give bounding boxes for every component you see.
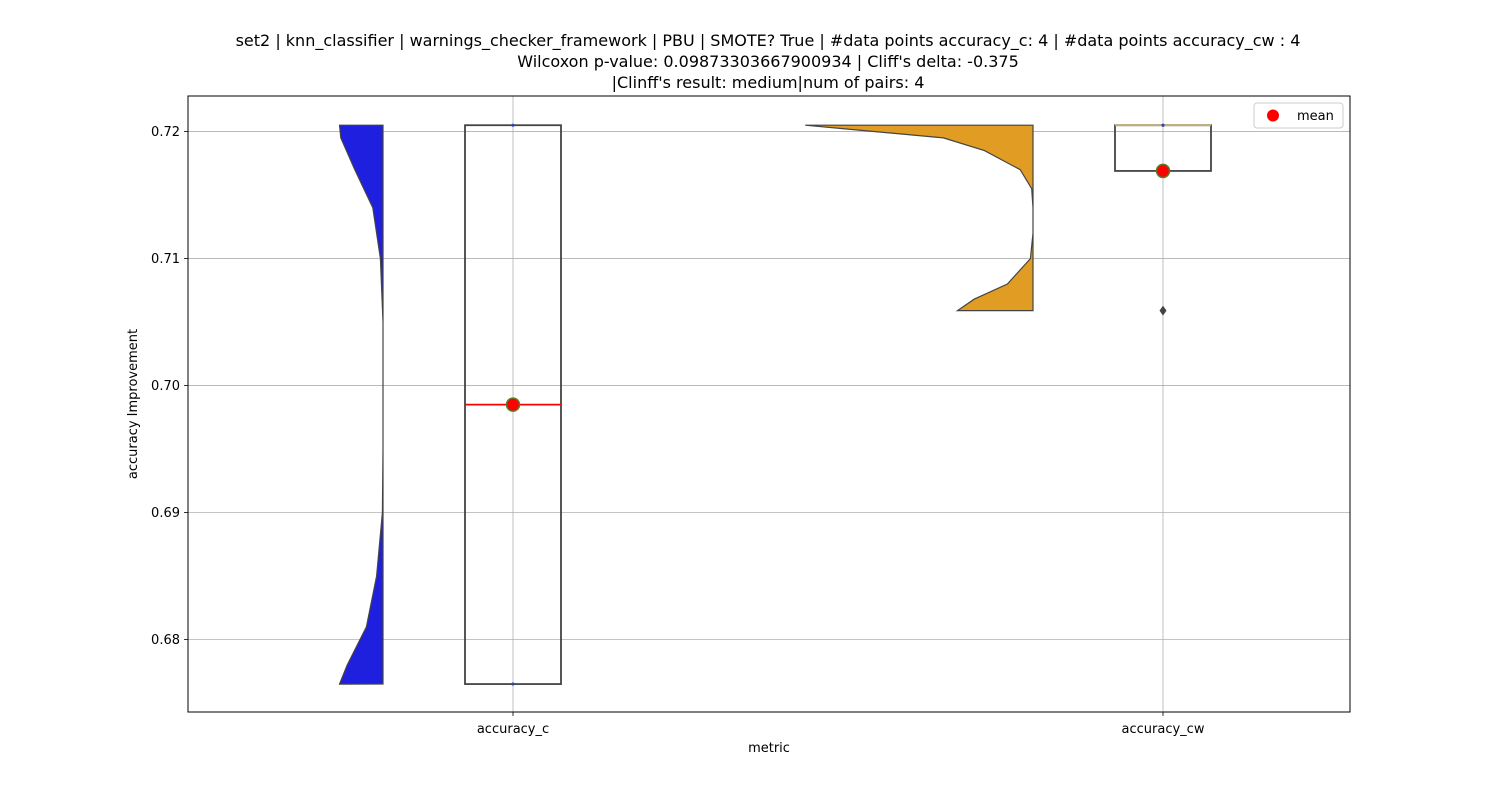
data-point bbox=[511, 123, 515, 127]
ticks: 0.68 0.69 0.70 0.71 0.72 accuracy_c accuracy_c… bbox=[151, 125, 1205, 737]
legend-mean-label: mean bbox=[1297, 109, 1334, 124]
x-axis-label: metric bbox=[748, 741, 790, 756]
title-line-1: set2 | knn_classifier | warnings_checker… bbox=[236, 31, 1301, 51]
series-accuracy_cw bbox=[805, 123, 1212, 316]
y-tick-label: 0.72 bbox=[151, 125, 180, 140]
mean-marker-accuracy_c bbox=[505, 397, 521, 412]
x-tick-label: accuracy_cw bbox=[1122, 722, 1205, 737]
outlier-point bbox=[1159, 305, 1167, 316]
mean-marker-accuracy_cw bbox=[1155, 163, 1171, 179]
data-point bbox=[511, 682, 515, 686]
x-tick-label: accuracy_c bbox=[477, 722, 549, 737]
y-tick-label: 0.69 bbox=[151, 506, 180, 521]
chart-title: set2 | knn_classifier | warnings_checker… bbox=[236, 31, 1301, 92]
data-point bbox=[1161, 123, 1165, 127]
y-tick-label: 0.70 bbox=[151, 379, 180, 394]
y-axis-label: accuracy Improvement bbox=[126, 329, 141, 479]
y-tick-label: 0.71 bbox=[151, 252, 180, 267]
y-tick-label: 0.68 bbox=[151, 633, 180, 648]
title-line-3: |Clinff's result: medium|num of pairs: 4 bbox=[612, 73, 925, 92]
marks bbox=[338, 123, 1212, 686]
title-line-2: Wilcoxon p-value: 0.09873303667900934 | … bbox=[517, 52, 1019, 71]
series-accuracy_c bbox=[338, 123, 562, 686]
violin-accuracy_c bbox=[338, 124, 384, 685]
legend-mean-marker bbox=[1267, 109, 1279, 122]
legend-box bbox=[1253, 102, 1344, 129]
plot-frame bbox=[187, 95, 1351, 713]
legend: mean bbox=[1253, 102, 1344, 129]
violin-accuracy_cw bbox=[805, 124, 1034, 312]
grid bbox=[188, 96, 1350, 712]
